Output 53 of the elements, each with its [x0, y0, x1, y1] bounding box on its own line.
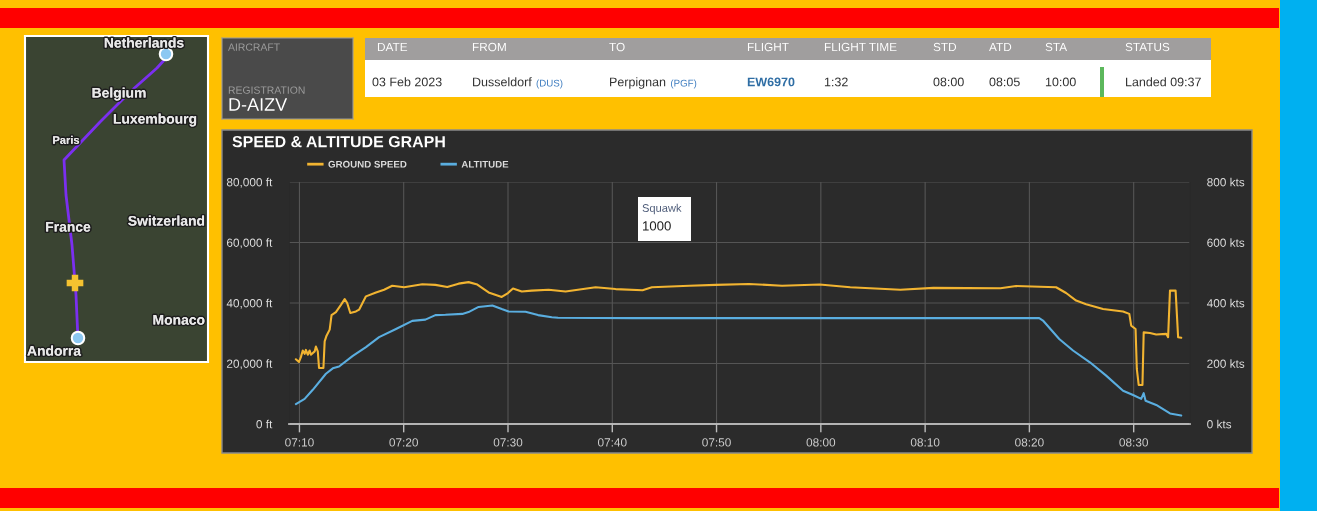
text: 08:00 [933, 77, 964, 87]
text: EW6970 [747, 77, 795, 87]
y2-tick-label: 600 kts [1207, 238, 1245, 247]
category-label: ATD [989, 42, 1012, 52]
x-tick-label: 07:20 [389, 438, 418, 447]
chart-title: SPEED & ALTITUDE GRAPH [232, 135, 445, 148]
text: 08:05 [989, 77, 1020, 87]
annotation: 1000 [643, 221, 671, 231]
text: Perpignan (PGF) [610, 77, 697, 89]
y-tick-label: 20,000 ft [226, 359, 273, 370]
y-tick-label: 60,000 ft [226, 238, 273, 249]
text: Andorra [27, 345, 82, 356]
x-tick-label: 07:10 [285, 438, 314, 447]
x-tick-label: 08:30 [1119, 438, 1148, 447]
x-tick-label: 07:30 [493, 438, 523, 447]
x-tick-label: 08:20 [1015, 438, 1044, 447]
text: 03 Feb 2023 [372, 77, 442, 87]
line-series [294, 304, 1183, 417]
category-label: STATUS [1125, 42, 1170, 52]
text: Landed 09:37 [1126, 77, 1201, 87]
legend-label: ALTITUDE [461, 160, 509, 168]
text: Luxembourg [113, 113, 197, 127]
x-tick-label: 07:50 [702, 438, 731, 447]
text: Netherlands [104, 37, 184, 48]
category-label: STD [933, 42, 957, 52]
x-tick-label: 07:40 [597, 438, 627, 447]
y-tick-label: 80,000 ft [226, 177, 273, 188]
category-label: FLIGHT TIME [824, 42, 897, 52]
text: Dusseldorf (DUS) [473, 77, 563, 89]
text: 10:00 [1045, 77, 1076, 87]
y-tick-label: 0 ft [256, 419, 273, 429]
x-tick-label: 08:00 [806, 438, 836, 447]
y-tick-label: 40,000 ft [226, 298, 273, 309]
x-tick-label: 08:10 [910, 438, 940, 447]
text: 1:32 [824, 77, 848, 87]
line-series [294, 281, 1183, 387]
category-label: FLIGHT [747, 42, 789, 52]
text: REGISTRATION [228, 86, 305, 94]
y2-tick-label: 0 kts [1207, 419, 1232, 429]
text: Monaco [153, 315, 205, 325]
category-label: FROM [472, 42, 506, 52]
category-label: STA [1045, 42, 1068, 52]
category-label: TO [609, 42, 625, 52]
y2-tick-label: 200 kts [1207, 359, 1245, 368]
text: AIRCRAFT [228, 43, 280, 51]
y2-tick-label: 400 kts [1206, 298, 1245, 308]
text: D-AIZV [229, 98, 288, 111]
text: Paris [53, 135, 80, 144]
annotation: Squawk [642, 203, 682, 215]
y2-tick-label: 800 kts [1207, 177, 1245, 187]
legend-label: GROUND SPEED [328, 160, 407, 168]
text: Switzerland [128, 215, 205, 226]
category-label: DATE [377, 42, 408, 52]
